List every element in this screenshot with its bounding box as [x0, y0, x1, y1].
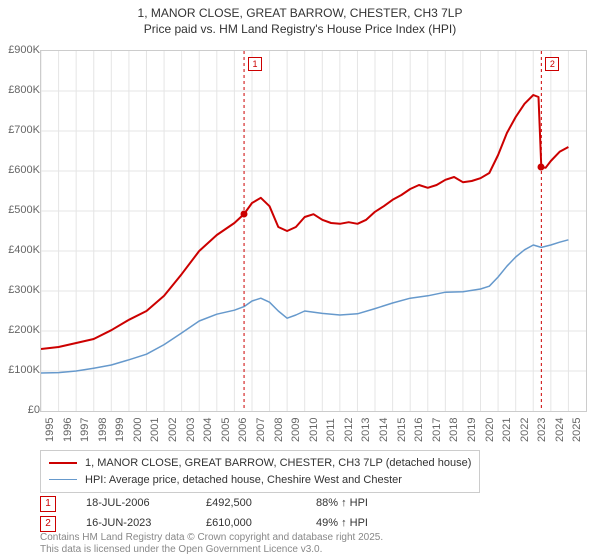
footer-attribution: Contains HM Land Registry data © Crown c…: [40, 532, 383, 556]
y-tick-label: £600K: [0, 164, 40, 176]
x-tick-label: 2019: [466, 418, 478, 442]
marker-row: 2 16-JUN-2023 £610,000 49% ↑ HPI: [40, 514, 426, 534]
y-tick-label: £0: [0, 404, 40, 416]
marker-badge: 1: [40, 496, 56, 512]
x-tick-label: 2023: [536, 418, 548, 442]
footer-line2: This data is licensed under the Open Gov…: [40, 544, 383, 556]
marker-hpi: 88% ↑ HPI: [316, 494, 426, 514]
legend-swatch: [49, 479, 77, 480]
x-tick-label: 2016: [413, 418, 425, 442]
marker-price: £492,500: [206, 494, 316, 514]
x-tick-label: 2014: [378, 418, 390, 442]
x-tick-label: 2010: [308, 418, 320, 442]
y-tick-label: £200K: [0, 324, 40, 336]
marker-badge: 2: [40, 516, 56, 532]
event-label: 2: [545, 57, 559, 71]
y-tick-label: £300K: [0, 284, 40, 296]
marker-price: £610,000: [206, 514, 316, 534]
x-tick-label: 2007: [255, 418, 267, 442]
x-tick-label: 2025: [571, 418, 583, 442]
marker-hpi: 49% ↑ HPI: [316, 514, 426, 534]
x-tick-label: 2006: [237, 418, 249, 442]
chart-title: 1, MANOR CLOSE, GREAT BARROW, CHESTER, C…: [0, 0, 600, 37]
x-tick-label: 2024: [554, 418, 566, 442]
x-tick-label: 2005: [220, 418, 232, 442]
x-tick-label: 2008: [273, 418, 285, 442]
y-tick-label: £700K: [0, 124, 40, 136]
x-tick-label: 2022: [519, 418, 531, 442]
chart-plot-area: 12: [40, 50, 587, 412]
x-tick-label: 2013: [360, 418, 372, 442]
marker-row: 1 18-JUL-2006 £492,500 88% ↑ HPI: [40, 494, 426, 514]
event-dot: [538, 164, 545, 171]
y-tick-label: £400K: [0, 244, 40, 256]
x-tick-label: 2004: [202, 418, 214, 442]
x-tick-label: 2012: [343, 418, 355, 442]
footer-line1: Contains HM Land Registry data © Crown c…: [40, 532, 383, 544]
y-tick-label: £500K: [0, 204, 40, 216]
event-label: 1: [248, 57, 262, 71]
x-tick-label: 2017: [431, 418, 443, 442]
x-tick-label: 1999: [114, 418, 126, 442]
x-tick-label: 2009: [290, 418, 302, 442]
x-tick-label: 2018: [448, 418, 460, 442]
x-tick-label: 1998: [97, 418, 109, 442]
x-tick-label: 2011: [325, 418, 337, 442]
x-tick-label: 2000: [132, 418, 144, 442]
x-tick-label: 2020: [484, 418, 496, 442]
x-tick-label: 2021: [501, 418, 513, 442]
legend-item: HPI: Average price, detached house, Ches…: [49, 472, 471, 489]
chart-svg: [41, 51, 586, 411]
legend: 1, MANOR CLOSE, GREAT BARROW, CHESTER, C…: [40, 450, 480, 493]
legend-item: 1, MANOR CLOSE, GREAT BARROW, CHESTER, C…: [49, 455, 471, 472]
marker-table: 1 18-JUL-2006 £492,500 88% ↑ HPI 2 16-JU…: [40, 494, 426, 534]
x-tick-label: 1995: [44, 418, 56, 442]
x-tick-label: 1996: [62, 418, 74, 442]
x-tick-label: 2003: [185, 418, 197, 442]
y-tick-label: £900K: [0, 44, 40, 56]
y-tick-label: £800K: [0, 84, 40, 96]
title-line1: 1, MANOR CLOSE, GREAT BARROW, CHESTER, C…: [0, 6, 600, 22]
x-tick-label: 2001: [149, 418, 161, 442]
x-tick-label: 1997: [79, 418, 91, 442]
event-dot: [241, 211, 248, 218]
x-tick-label: 2002: [167, 418, 179, 442]
legend-swatch: [49, 462, 77, 464]
marker-date: 18-JUL-2006: [86, 494, 206, 514]
legend-label: HPI: Average price, detached house, Ches…: [85, 472, 402, 489]
legend-label: 1, MANOR CLOSE, GREAT BARROW, CHESTER, C…: [85, 455, 471, 472]
marker-date: 16-JUN-2023: [86, 514, 206, 534]
y-tick-label: £100K: [0, 364, 40, 376]
title-line2: Price paid vs. HM Land Registry's House …: [0, 22, 600, 38]
x-tick-label: 2015: [396, 418, 408, 442]
